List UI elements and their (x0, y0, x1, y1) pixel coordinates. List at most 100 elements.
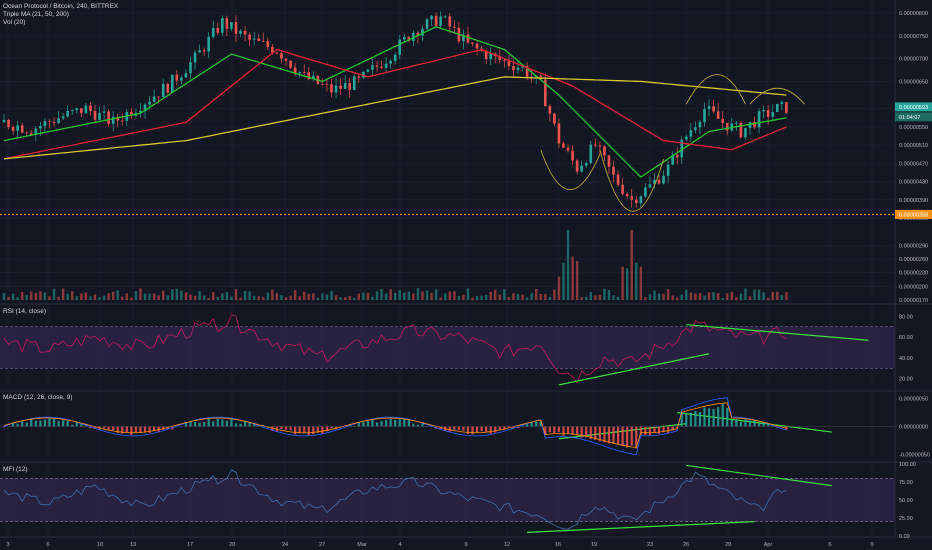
volume-bar (507, 297, 511, 300)
macd-histogram-bar (735, 419, 738, 427)
pattern-arc (685, 74, 746, 105)
candle-body (198, 50, 201, 53)
candle-body (735, 122, 738, 124)
candle-body (75, 108, 79, 111)
macd-histogram-bar (667, 426, 670, 434)
candle-body (453, 26, 456, 28)
rsi-pane-label[interactable]: RSI (14, close) (3, 308, 46, 315)
candle-body (402, 36, 406, 40)
candle-body (548, 106, 552, 114)
candle-body (484, 50, 488, 60)
candle-body (339, 85, 342, 89)
volume-bar (134, 291, 138, 300)
mfi-band (0, 478, 895, 522)
candle-body (89, 105, 92, 112)
mfi-pane-label[interactable]: MFI (12) (3, 466, 28, 473)
volume-bar (30, 291, 33, 300)
time-axis-label: Mar (357, 542, 367, 548)
macd-histogram-bar (626, 426, 629, 448)
volume-bar (111, 291, 115, 300)
volume-bar (407, 291, 411, 300)
volume-indicator-label[interactable]: Vol (20) (3, 19, 26, 26)
macd-histogram-bar (39, 420, 42, 427)
volume-bar (52, 288, 56, 300)
candle-body (239, 30, 242, 34)
volume-bar (548, 296, 552, 300)
macd-histogram-bar (767, 424, 770, 427)
volume-bar (334, 295, 338, 300)
candle-body (225, 18, 229, 29)
macd-histogram-bar (712, 408, 715, 427)
volume-bar (262, 297, 265, 300)
volume-bar (471, 297, 474, 300)
volume-bar (84, 292, 88, 300)
macd-histogram-bar (362, 422, 365, 427)
candle-body (557, 123, 561, 144)
volume-bar (448, 291, 451, 300)
volume-bar (193, 295, 197, 300)
macd-histogram-bar (139, 426, 142, 433)
candle-body (766, 109, 770, 117)
candle-body (307, 72, 311, 80)
volume-bar (712, 292, 715, 300)
macd-histogram-bar (748, 420, 752, 427)
volume-bar (266, 292, 270, 300)
volume-bar (293, 290, 297, 300)
volume-bar (475, 296, 479, 300)
macd-histogram-bar (243, 420, 247, 427)
candle-body (680, 139, 684, 158)
volume-bar (321, 293, 324, 300)
price-tick-label: 0.00000700 (899, 57, 928, 63)
volume-bar (644, 297, 647, 300)
candle-body (439, 16, 442, 26)
macd-histogram-bar (421, 423, 424, 427)
volume-bar (748, 296, 752, 300)
ma-indicator-label[interactable]: Triple MA (21, 50, 200) (3, 11, 69, 18)
candle-body (689, 130, 693, 137)
candle-body (184, 73, 188, 78)
volume-bar (594, 295, 597, 300)
candle-body (175, 74, 179, 81)
volume-bar (362, 292, 365, 300)
candle-body (243, 30, 247, 35)
candle-body (289, 60, 292, 68)
volume-bar (225, 292, 229, 300)
volume-bar (439, 297, 442, 300)
macd-histogram-bar (134, 426, 138, 433)
symbol-title[interactable]: Ocean Protocol / Bitcoin, 240, BITTREX (3, 3, 119, 10)
candle-body (707, 106, 711, 110)
volume-bar (366, 292, 370, 300)
volume-bar (412, 293, 415, 300)
volume-bar (703, 295, 706, 300)
candle-body (16, 125, 19, 131)
macd-histogram-bar (184, 422, 188, 427)
macd-histogram-bar (648, 426, 652, 436)
macd-pane-label[interactable]: MACD (12, 26, close, 9) (3, 394, 73, 401)
macd-histogram-bar (112, 426, 115, 431)
volume-bar (289, 295, 292, 300)
volume-bar (603, 288, 606, 300)
macd-histogram-bar (221, 419, 224, 427)
volume-bar (430, 292, 433, 300)
volume-bar (630, 230, 633, 300)
macd-histogram-bar (357, 422, 360, 427)
time-axis-label: 16 (555, 542, 561, 548)
volume-bar (221, 293, 224, 300)
volume-bar (39, 291, 42, 300)
volume-bar (184, 292, 188, 300)
candle-body (553, 113, 556, 124)
candle-body (398, 39, 402, 55)
volume-bar (757, 289, 761, 300)
candle-body (503, 60, 506, 61)
volume-bar (785, 292, 788, 300)
volume-bar (20, 292, 24, 300)
candle-body (716, 111, 720, 119)
macd-histogram-bar (576, 426, 579, 436)
macd-histogram-bar (89, 426, 92, 429)
volume-bar (444, 293, 447, 300)
volume-bar (553, 289, 556, 300)
candle-body (780, 102, 784, 104)
volume-bar (462, 294, 465, 300)
macd-histogram-bar (530, 422, 533, 427)
